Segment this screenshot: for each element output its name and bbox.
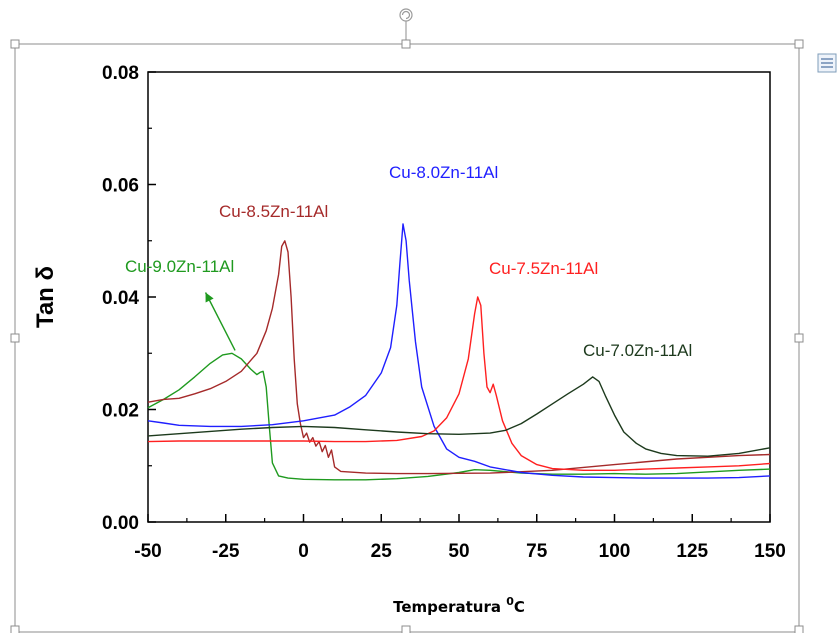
resize-handle-bottom[interactable] bbox=[401, 625, 411, 633]
arrow-line bbox=[204, 292, 236, 351]
y-tick-label: 0.02 bbox=[102, 401, 139, 422]
x-tick-label: 125 bbox=[676, 541, 708, 562]
resize-handle-top-left[interactable] bbox=[10, 39, 20, 49]
label-cu-7-0zn-11al: Cu-7.0Zn-11Al bbox=[583, 341, 692, 360]
y-tick-label: 0.04 bbox=[102, 288, 139, 309]
series-line-cu-8-0zn-11al bbox=[147, 223, 771, 479]
x-tick-label: -50 bbox=[134, 541, 161, 562]
y-tick-label: 0.08 bbox=[102, 63, 139, 84]
series-line-cu-7-5zn-11al bbox=[147, 296, 771, 471]
resize-handle-right[interactable] bbox=[794, 333, 804, 343]
resize-handle-bottom-left[interactable] bbox=[10, 625, 20, 633]
label-cu-7-5zn-11al: Cu-7.5Zn-11Al bbox=[489, 259, 598, 278]
x-tick-label: -25 bbox=[212, 541, 240, 562]
label-cu-8-0zn-11al: Cu-8.0Zn-11Al bbox=[389, 163, 498, 182]
label-cu-9-0zn-11al: Cu-9.0Zn-11Al bbox=[125, 257, 234, 276]
x-tick-label: 75 bbox=[526, 541, 548, 562]
label-cu-8-5zn-11al: Cu-8.5Zn-11Al bbox=[219, 202, 328, 221]
layout-options-icon[interactable] bbox=[817, 53, 837, 73]
axes: 0.00 0.02 0.04 0.06 0.08 -50 -25 0 25 50 75 100 125 1… bbox=[102, 63, 786, 562]
rotate-handle-icon[interactable] bbox=[399, 8, 413, 22]
x-axis-label: Temperatura 0C bbox=[393, 595, 525, 616]
series-line-cu-8-5zn-11al bbox=[147, 240, 771, 475]
plot-area bbox=[147, 71, 771, 523]
series-line-cu-9-0zn-11al bbox=[147, 352, 771, 481]
series-lines bbox=[147, 223, 771, 481]
resize-handle-bottom-right[interactable] bbox=[794, 625, 804, 633]
x-tick-label: 25 bbox=[371, 541, 393, 562]
resize-handle-top[interactable] bbox=[401, 39, 411, 49]
arrow-head bbox=[205, 292, 214, 303]
resize-handle-top-right[interactable] bbox=[794, 39, 804, 49]
x-tick-label: 100 bbox=[599, 541, 631, 562]
y-axis-label: Tan δ bbox=[32, 266, 59, 328]
x-tick-label: 50 bbox=[448, 541, 469, 562]
x-tick-label: 0 bbox=[298, 541, 309, 562]
resize-handle-left[interactable] bbox=[10, 333, 20, 343]
y-tick-label: 0.06 bbox=[102, 176, 139, 197]
series-line-cu-7-0zn-11al bbox=[147, 376, 771, 457]
annotation-arrow bbox=[204, 292, 236, 351]
x-tick-label: 150 bbox=[754, 541, 786, 562]
y-tick-label: 0.00 bbox=[102, 513, 139, 534]
resize-handles[interactable] bbox=[10, 39, 804, 633]
